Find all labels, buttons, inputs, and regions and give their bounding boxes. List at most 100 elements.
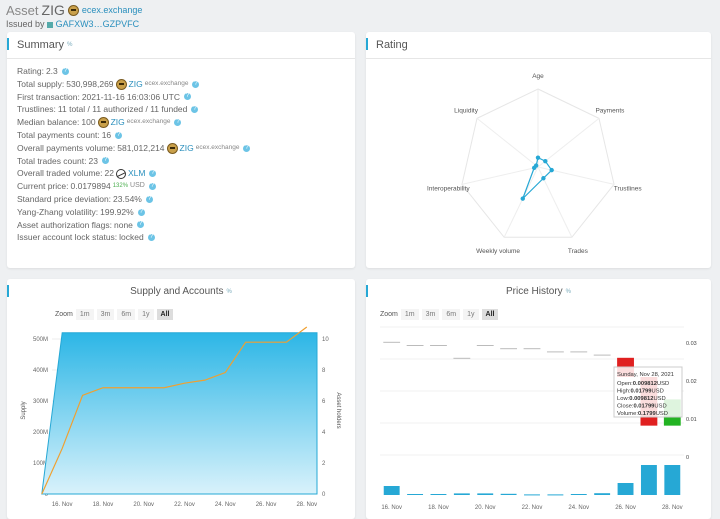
zoom-all-button[interactable]: All [156, 309, 174, 320]
x-tick-label: 28. Nov [296, 502, 317, 508]
price-candle [453, 357, 471, 359]
volume-bar [430, 494, 447, 495]
y2-tick-label: 10 [322, 337, 329, 343]
issued-by: Issued by GAFXW3…GZPVFC [6, 19, 140, 29]
y-axis-label: Supply [21, 401, 27, 419]
radar-axis-label: Trustlines [614, 185, 643, 192]
x-tick-label: 20. Nov [475, 505, 496, 511]
summary-row: Standard price deviation: 23.54%? [17, 193, 153, 204]
asset-code: ZIG [41, 2, 65, 18]
y2-tick-label: 6 [322, 399, 326, 405]
zoom-6m-button[interactable]: 6m [117, 309, 136, 320]
zoom-1y-button[interactable]: 1y [463, 309, 479, 320]
info-icon[interactable]: ? [137, 208, 145, 216]
info-icon[interactable]: ? [101, 157, 109, 165]
y2-tick-label: 0 [322, 492, 326, 498]
radar-axis-label: Weekly volume [476, 248, 520, 255]
summary-row: Median balance: 100 ZIG ecex.exchange? [17, 117, 182, 129]
supply-area [41, 332, 318, 495]
asset-domain-link[interactable]: ecex.exchange [81, 5, 143, 15]
supply-zoom-bar: Zoom 1m 3m 6m 1y All [55, 309, 174, 320]
zoom-6m-button[interactable]: 6m [442, 309, 461, 320]
volume-bar [664, 465, 681, 495]
volume-bar [383, 486, 400, 495]
summary-row: Total supply: 530,998,269 ZIG ecex.exchange… [17, 78, 200, 90]
info-icon[interactable]: ? [174, 119, 182, 127]
zig-coin-icon [97, 117, 109, 129]
link-icon[interactable]: % [565, 288, 572, 295]
rating-radar-chart: Age Payments Trustlines Trades Weekly volume… [427, 73, 643, 255]
zig-coin-icon [115, 78, 127, 90]
price-candle [546, 351, 564, 353]
rating-panel: Rating Age Payments Trustlines Trades Weekly… [366, 32, 711, 268]
radar-axis-line [461, 166, 539, 185]
x-tick-label: 16. Nov [381, 505, 402, 511]
zoom-3m-button[interactable]: 3m [96, 309, 115, 320]
info-icon[interactable]: ? [136, 221, 144, 229]
radar-axis-label: Age [532, 73, 544, 80]
price-candle [476, 345, 494, 346]
summary-title: Summary % [7, 32, 355, 59]
radar-point [520, 196, 525, 201]
x-tick-label: 26. Nov [615, 505, 636, 511]
supply-chart: 0 100M 200M 300M 400M 500M 0 2 4 6 8 10 16. Nov 18. N… [21, 326, 341, 508]
y2-tick-label: 4 [322, 430, 326, 436]
info-icon[interactable]: ? [115, 131, 123, 139]
x-tick-label: 28. Nov [662, 505, 683, 511]
summary-list: Rating: 2.3? Total supply: 530,998,269 ZIG ec… [7, 59, 355, 250]
radar-point [543, 158, 548, 164]
asset-label: Asset [6, 2, 39, 18]
price-tooltip: Sunday, Nov 28, 2021 Open:0.009812USD High… [613, 366, 683, 418]
link-icon[interactable]: % [226, 288, 232, 295]
zoom-1y-button[interactable]: 1y [138, 309, 154, 320]
info-icon[interactable]: ? [148, 183, 156, 191]
y-tick-label: 0.03 [686, 341, 697, 347]
volume-bar [570, 494, 587, 495]
domain-link[interactable]: ecex.exchange [195, 143, 240, 151]
supply-title: Supply and Accounts % [7, 279, 355, 304]
zoom-all-button[interactable]: All [481, 309, 499, 320]
domain-link[interactable]: ecex.exchange [126, 118, 171, 126]
info-icon[interactable]: ? [149, 170, 157, 178]
volume-bar [453, 493, 470, 495]
x-tick-label: 20. Nov [133, 502, 154, 508]
y-tick-label: 300M [33, 399, 48, 405]
radar-point [549, 167, 554, 173]
link-icon[interactable]: % [67, 42, 73, 48]
zoom-1m-button[interactable]: 1m [400, 309, 419, 320]
y2-tick-label: 8 [322, 368, 326, 374]
summary-row: First transaction: 2021-11-16 16:03:06 UT… [17, 91, 191, 102]
info-icon[interactable]: ? [192, 80, 200, 88]
summary-row: Issuer account lock status: locked? [17, 232, 155, 243]
domain-link[interactable]: ecex.exchange [144, 79, 189, 87]
tooltip-box [613, 366, 683, 418]
y-tick-label: 0 [45, 492, 49, 498]
y-tick-label: 0 [686, 455, 689, 461]
zoom-label: Zoom [380, 311, 398, 318]
tooltip-date: Sunday, Nov 28, 2021 [617, 372, 674, 378]
price-panel: Price History % Zoom 1m 3m 6m 1y All 0 0.01 0.0… [366, 279, 711, 519]
price-candle [570, 351, 588, 353]
price-title: Price History % [366, 279, 711, 304]
radar-axis-label: Interoperability [427, 185, 470, 192]
info-icon[interactable]: ? [183, 93, 191, 101]
info-icon[interactable]: ? [243, 144, 251, 152]
volume-bar [640, 465, 657, 495]
volume-bar [524, 494, 540, 496]
y-tick-label: 500M [33, 337, 48, 343]
info-icon[interactable]: ? [61, 67, 69, 75]
y-tick-label: 0.01 [686, 417, 697, 423]
zoom-1m-button[interactable]: 1m [75, 309, 94, 320]
tooltip-row: Close:0.01799USD [617, 404, 667, 410]
volume-bar [594, 493, 611, 495]
zoom-3m-button[interactable]: 3m [421, 309, 440, 320]
info-icon[interactable]: ? [147, 234, 155, 242]
radar-axis-label: Payments [595, 108, 625, 115]
price-candle [430, 345, 447, 346]
volume-bar [500, 493, 517, 495]
info-icon[interactable]: ? [145, 195, 153, 203]
summary-row: Trustlines: 11 total / 11 authorized / 11… [17, 104, 199, 115]
issuer-link[interactable]: GAFXW3…GZPVFC [55, 19, 140, 29]
info-icon[interactable]: ? [191, 106, 199, 114]
y-tick-label: 100M [33, 461, 48, 467]
